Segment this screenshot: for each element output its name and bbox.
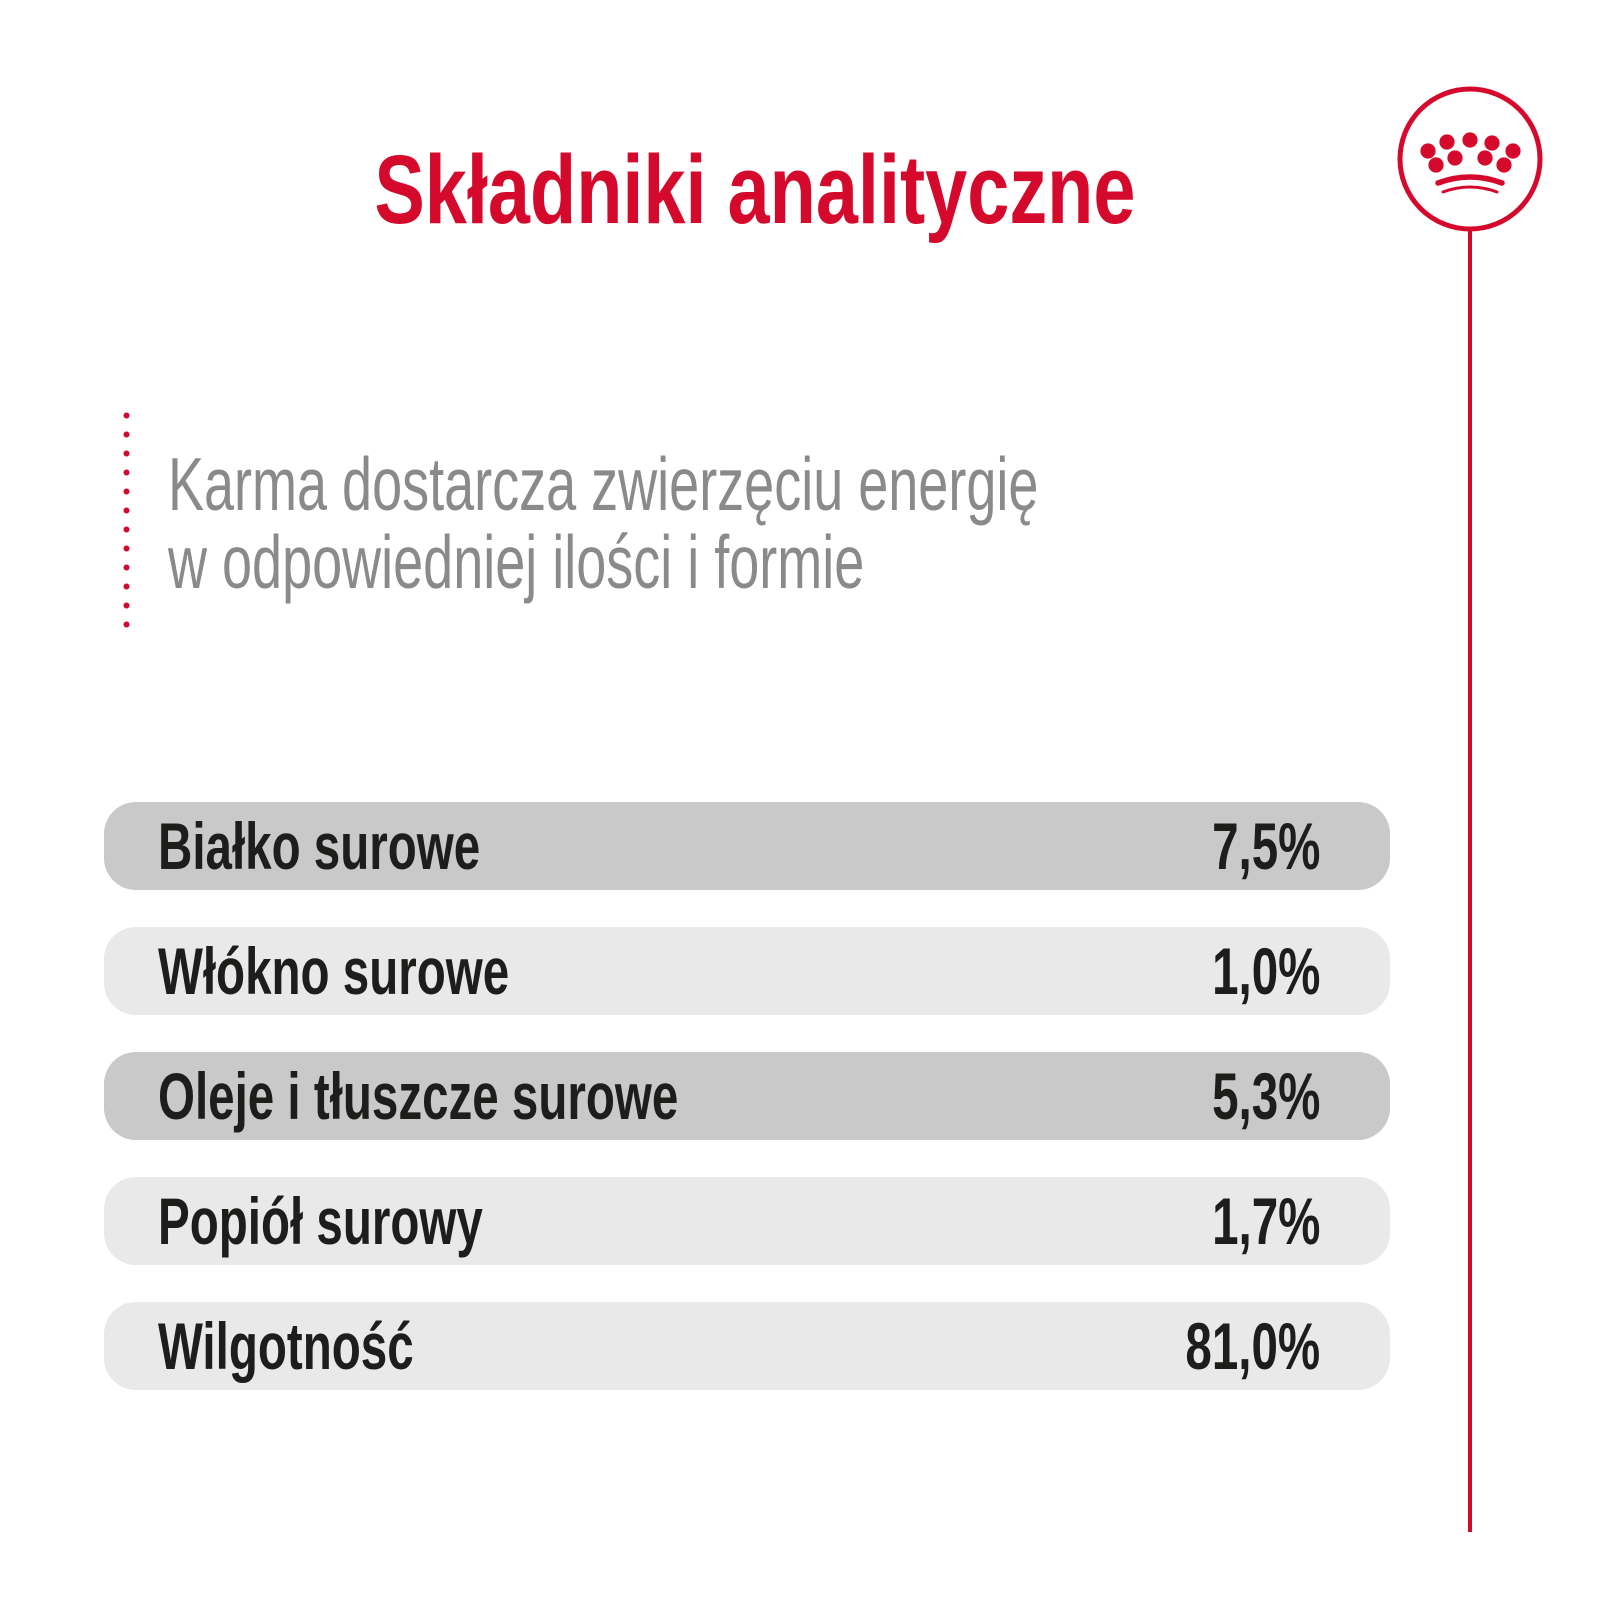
page-title: Składniki analityczne xyxy=(95,141,1415,238)
brand-vertical-line xyxy=(1468,229,1472,1532)
royal-canin-crown-logo xyxy=(1397,86,1543,232)
subtitle: Karma dostarcza zwierzęciu energię w odp… xyxy=(168,445,1377,601)
dotted-accent-line xyxy=(123,406,130,634)
row-value: 1,0% xyxy=(1211,934,1320,1008)
row-label: Popiół surowy xyxy=(158,1184,483,1258)
page-title-text: Składniki analityczne xyxy=(374,135,1136,244)
crown-icon xyxy=(1420,132,1521,194)
row-label: Wilgotność xyxy=(158,1309,414,1383)
table-row: Popiół surowy 1,7% xyxy=(104,1177,1390,1265)
table-row: Oleje i tłuszcze surowe 5,3% xyxy=(104,1052,1390,1140)
subtitle-line-1: Karma dostarcza zwierzęciu energię xyxy=(168,442,1039,526)
row-label: Oleje i tłuszcze surowe xyxy=(158,1059,679,1133)
row-label: Białko surowe xyxy=(158,809,481,883)
table-row: Białko surowe 7,5% xyxy=(104,802,1390,890)
row-label: Włókno surowe xyxy=(158,934,510,1008)
subtitle-line-2: w odpowiedniej ilości i formie xyxy=(168,520,865,604)
table-row: Włókno surowe 1,0% xyxy=(104,927,1390,1015)
table-row: Wilgotność 81,0% xyxy=(104,1302,1390,1390)
row-value: 7,5% xyxy=(1211,809,1320,883)
logo-circle xyxy=(1397,86,1543,232)
row-value: 5,3% xyxy=(1211,1059,1320,1133)
row-value: 81,0% xyxy=(1185,1309,1320,1383)
row-value: 1,7% xyxy=(1211,1184,1320,1258)
